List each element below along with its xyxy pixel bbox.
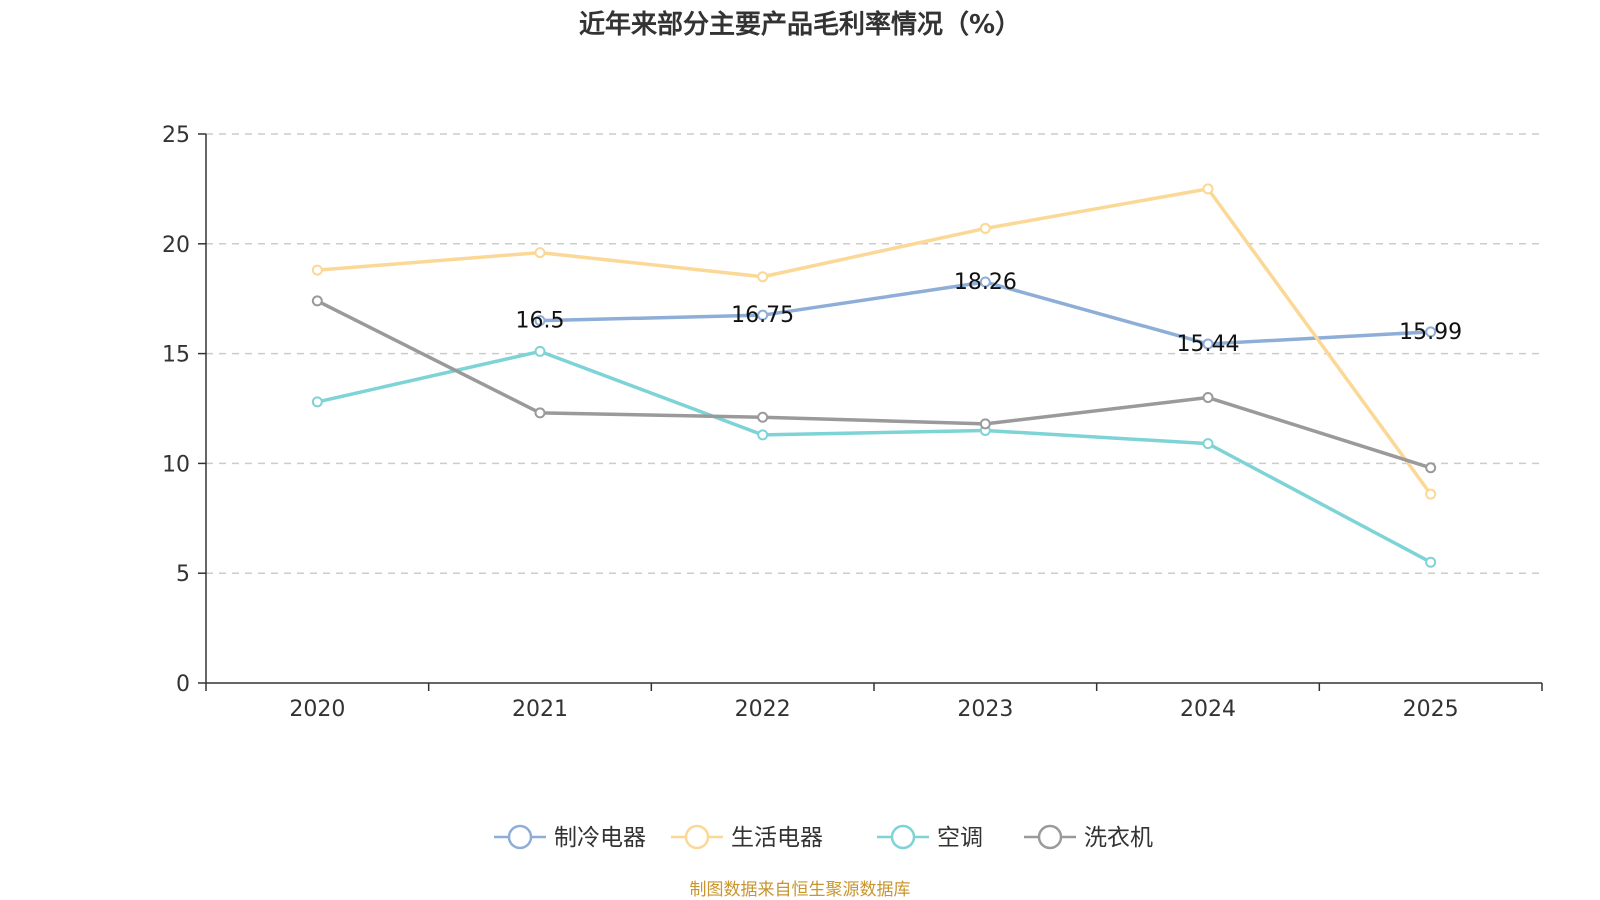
- data-point[interactable]: [1202, 392, 1214, 404]
- data-point[interactable]: [979, 418, 991, 430]
- data-label: 15.44: [1177, 332, 1240, 357]
- data-label: 18.26: [954, 270, 1017, 295]
- data-point[interactable]: [757, 309, 769, 321]
- x-tick-label: 2021: [512, 697, 568, 722]
- data-point[interactable]: [1425, 326, 1437, 338]
- legend-label: 制冷电器: [554, 825, 646, 851]
- legend-marker: [684, 824, 710, 850]
- series-3: [311, 295, 1437, 474]
- data-point[interactable]: [311, 295, 323, 307]
- data-label: 16.5: [516, 309, 565, 334]
- series-line: [316, 349, 1432, 564]
- data-point[interactable]: [311, 264, 323, 276]
- legend[interactable]: 制冷电器 生活电器 空调 洗衣机: [494, 824, 1153, 851]
- series-group: [311, 183, 1437, 568]
- x-tick-label: 2020: [289, 697, 345, 722]
- chart-title: 近年来部分主要产品毛利率情况（%）: [579, 9, 1021, 40]
- data-point[interactable]: [1425, 462, 1437, 474]
- legend-item[interactable]: 制冷电器: [494, 824, 646, 851]
- data-point[interactable]: [1202, 438, 1214, 450]
- legend-item[interactable]: 空调: [877, 824, 983, 851]
- data-point[interactable]: [757, 271, 769, 283]
- data-point[interactable]: [534, 315, 546, 327]
- series-line: [316, 299, 1432, 470]
- series-0: [534, 276, 1437, 350]
- x-tick-label: 2023: [957, 697, 1013, 722]
- y-tick-label: 20: [162, 233, 190, 258]
- y-tick-label: 15: [162, 343, 190, 368]
- legend-marker: [1037, 824, 1063, 850]
- data-point[interactable]: [757, 429, 769, 441]
- legend-item[interactable]: 生活电器: [671, 824, 823, 851]
- data-point[interactable]: [979, 222, 991, 234]
- data-labels: 16.5 16.75 18.26 15.44 15.99: [516, 270, 1463, 357]
- y-tick-label: 25: [162, 123, 190, 148]
- legend-label: 生活电器: [731, 825, 823, 851]
- y-tick-label: 0: [176, 672, 190, 697]
- data-point[interactable]: [757, 411, 769, 423]
- data-point[interactable]: [534, 407, 546, 419]
- data-point[interactable]: [1202, 338, 1214, 350]
- y-tick-label: 5: [176, 562, 190, 587]
- y-tick-label: 10: [162, 452, 190, 477]
- x-tick-label: 2024: [1180, 697, 1236, 722]
- grid-lines: [206, 133, 1542, 574]
- data-point[interactable]: [1425, 556, 1437, 568]
- series-1: [311, 183, 1437, 500]
- data-point[interactable]: [311, 396, 323, 408]
- series-line: [317, 187, 1433, 496]
- series-2: [311, 345, 1437, 568]
- data-point[interactable]: [534, 247, 546, 259]
- legend-label: 空调: [937, 825, 983, 851]
- legend-marker: [890, 824, 916, 850]
- data-point[interactable]: [534, 345, 546, 357]
- data-label: 16.75: [731, 303, 794, 328]
- source-note: 制图数据来自恒生聚源数据库: [690, 880, 911, 900]
- legend-item[interactable]: 洗衣机: [1024, 824, 1153, 851]
- data-point[interactable]: [1202, 183, 1214, 195]
- x-tick-label: 2025: [1403, 697, 1459, 722]
- x-tick-label: 2022: [735, 697, 791, 722]
- data-point[interactable]: [979, 276, 991, 288]
- data-label: 15.99: [1399, 320, 1462, 345]
- data-point[interactable]: [1425, 488, 1437, 500]
- legend-marker: [507, 824, 533, 850]
- legend-label: 洗衣机: [1084, 825, 1153, 851]
